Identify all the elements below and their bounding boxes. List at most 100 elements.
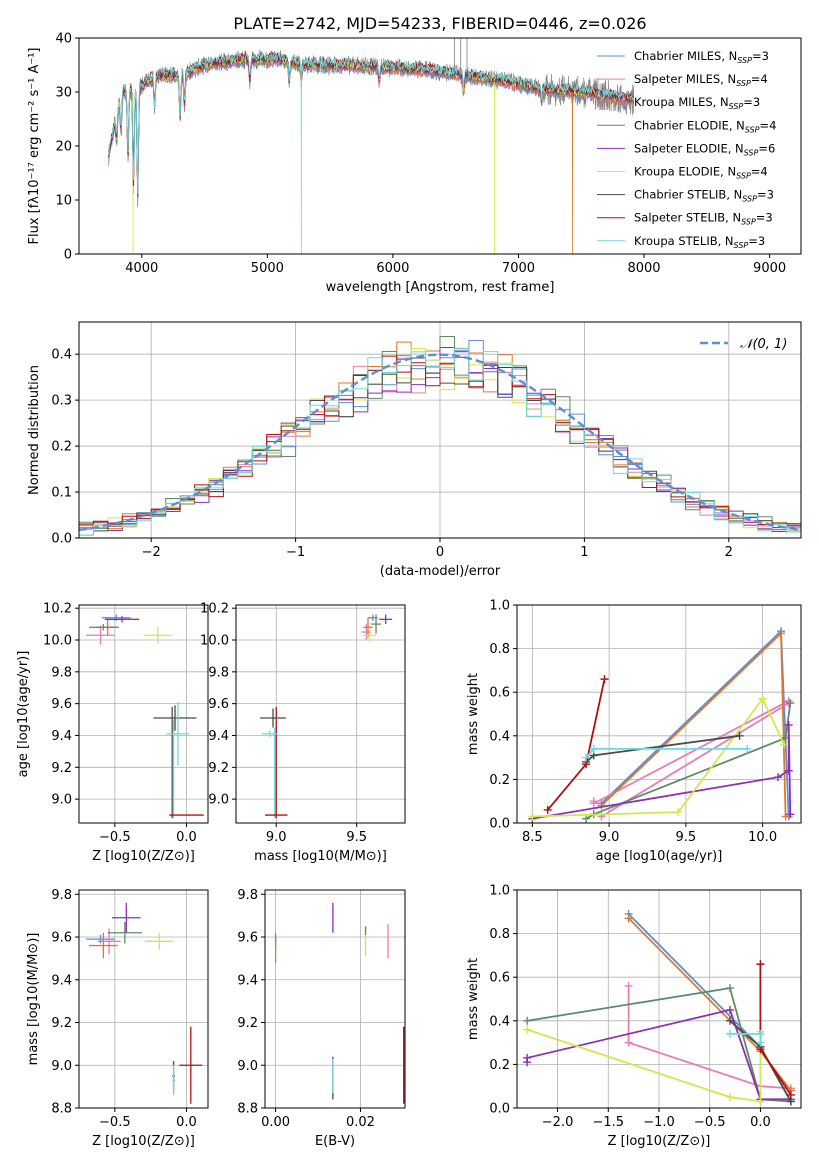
y-tick-label: 30 [55,86,72,101]
data-point [107,922,143,944]
chart-mass-vs-ebv: 0.00 0.02 8.8 9.0 9.2 9.4 9.6 9.8 E(B-V) [237,888,406,1149]
y-axis-label: mass weight [466,673,481,755]
x-tick-label: −2.0 [542,1115,574,1130]
series-line [532,724,792,820]
x-tick-label: 8000 [627,261,660,276]
y-tick-label: 9.2 [51,761,72,776]
y-tick-label: 9.4 [208,729,229,744]
data-point [363,628,377,642]
x-tick-label: 9000 [753,261,786,276]
y-tick-label: 0 [64,248,72,263]
series-marker [756,960,765,969]
y-tick-label: 0.6 [489,686,510,701]
legend-entry: Kroupa ELODIE, NSSP=4 [634,165,768,181]
y-tick-label: 0.1 [51,486,72,501]
data-point [179,1026,203,1104]
chart-weight-vs-Z: −2.0 −1.5 −1.0 −0.5 0.0 0.0 0.2 0.4 0.6 0.8 1.0 Z [… [466,884,802,1149]
y-tick-label: 9.4 [51,729,72,744]
chart-spectrum: 4000 5000 6000 7000 8000 9000 0 10 20 30 40 wavelen… [27,32,802,295]
data-point [89,932,118,959]
y-tick-label: 0.2 [489,1058,510,1073]
weight-series [528,720,795,823]
y-tick-label: 10.2 [43,602,72,617]
legend-entry: Salpeter ELODIE, NSSP=6 [634,141,775,157]
y-tick-label: 40 [55,32,72,47]
chart-age-vs-mass: 9.0 9.5 9.0 9.2 9.4 9.6 9.8 10.0 10.2 mass [log10… [200,602,406,864]
x-axis-label: wavelength [Angstrom, rest frame] [326,280,555,295]
y-tick-label: 0.0 [489,1102,510,1117]
y-axis-label: Normed distribution [27,365,42,495]
x-tick-label: 0.0 [176,830,197,845]
chart-weight-vs-age: 8.5 9.0 9.5 10.0 0.0 0.2 0.4 0.6 0.8 1.0 age [log1… [466,599,802,864]
series-line [585,702,792,820]
axes-frame [78,889,209,1109]
axes-frame [264,889,406,1109]
x-axis-label: (data-model)/error [380,564,501,579]
data-point [153,705,197,731]
y-tick-label: 9.4 [237,973,258,988]
x-tick-label: 9.5 [346,830,367,845]
x-tick-label: 4000 [125,261,158,276]
y-tick-label: 9.0 [208,793,229,808]
x-tick-label: 5000 [251,261,284,276]
y-tick-label: 9.2 [237,1016,258,1031]
series-marker [756,1097,765,1106]
x-axis-label: Z [log10(Z/Z⊙)] [92,849,195,864]
series-marker [726,1029,734,1038]
legend-entry: Kroupa MILES, NSSP=3 [634,95,760,111]
x-tick-label: −1 [286,545,305,560]
series-marker [780,740,789,749]
x-tick-label: 0 [436,545,444,560]
residual-histogram [79,347,801,536]
y-tick-label: 9.6 [51,697,72,712]
y-tick-label: 0.2 [489,773,510,788]
series-marker [582,753,591,762]
x-tick-label: −1.5 [592,1115,624,1130]
weight-series [543,675,609,814]
series-marker [773,773,782,782]
plot-area [108,38,635,254]
series-line [600,631,787,817]
series-marker [543,805,552,814]
series-marker [756,1029,765,1038]
x-tick-label: −1.0 [643,1115,675,1130]
y-tick-label: 10.0 [200,634,229,649]
series-marker [523,1053,532,1062]
x-axis-label: mass [log10(M/M⊙)] [254,849,387,864]
series-marker [726,1093,734,1102]
series-line [532,696,785,818]
series-marker [624,981,633,990]
x-tick-label: 9.0 [599,830,620,845]
y-tick-label: 9.0 [237,1059,258,1074]
y-tick-label: 0.0 [51,532,72,547]
x-tick-label: 6000 [376,261,409,276]
data-point [260,708,286,728]
data-point [111,902,141,933]
x-tick-label: 0.0 [750,1115,771,1130]
y-tick-label: 0.8 [489,642,510,657]
x-tick-label: −0.5 [99,830,131,845]
chart-residuals: −2 −1 0 1 2 0.0 0.1 0.2 0.3 0.4 (data-model)/error… [27,321,802,579]
data-point [104,616,140,623]
legend-entry: Kroupa STELIB, NSSP=3 [634,234,765,250]
data-point [261,730,278,738]
series-line [526,987,791,1103]
data-point [89,624,118,631]
data-point [379,614,393,625]
spectrum-legend: Chabrier MILES, NSSP=3 Salpeter MILES, NS… [597,49,776,250]
spectrum-model-line [108,51,634,192]
series-marker [781,812,790,821]
series-marker [784,720,793,729]
series-marker [756,1038,765,1047]
y-tick-label: 0.8 [489,927,510,942]
legend-entry: 𝒩(0, 1) [740,337,787,352]
y-tick-label: 0.4 [51,348,72,363]
legend-entry: Salpeter STELIB, NSSP=3 [634,211,773,227]
series-marker [735,731,744,740]
y-tick-label: 20 [55,140,72,155]
data-point [86,934,115,944]
data-point [143,627,173,644]
weight-series [528,694,789,821]
y-tick-label: 8.8 [51,1102,72,1117]
